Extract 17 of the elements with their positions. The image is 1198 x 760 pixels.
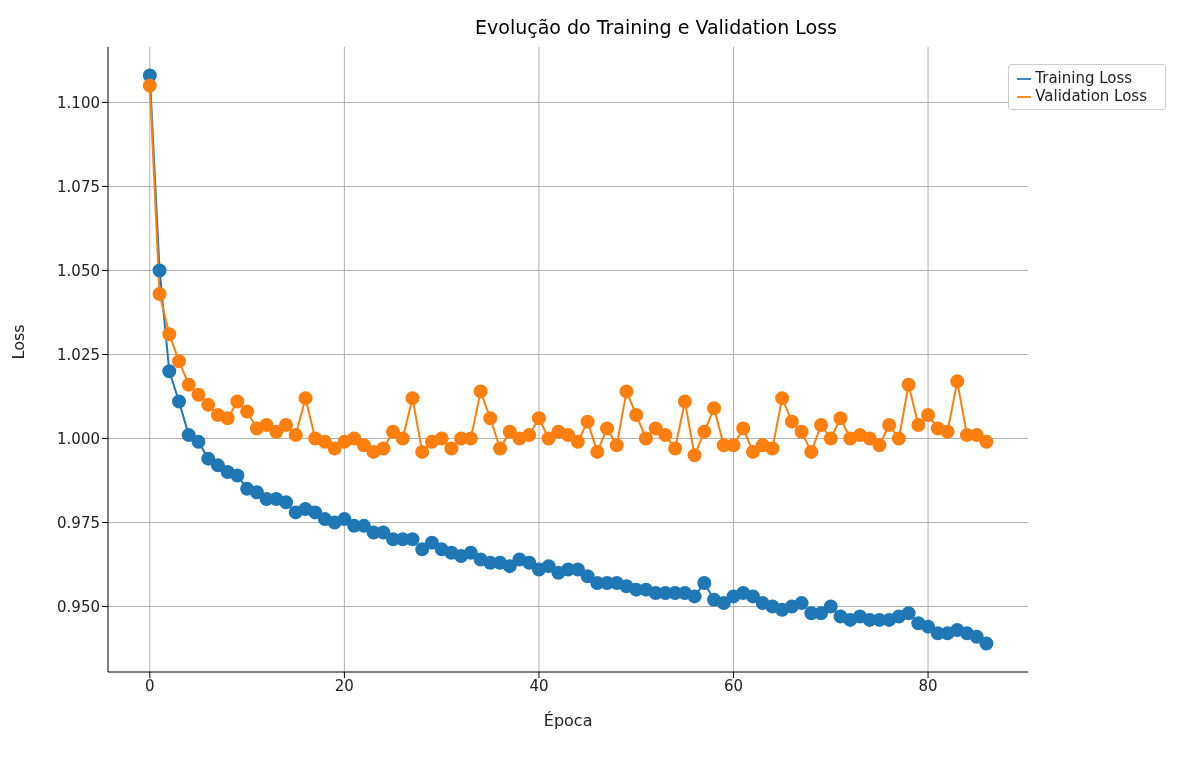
legend-label: Training Loss [1035, 69, 1133, 87]
x-axis-title: Época [543, 711, 593, 730]
x-tick-label: 60 [723, 676, 744, 695]
y-axis-title: Loss [8, 324, 28, 360]
legend-label: Validation Loss [1035, 87, 1147, 105]
chart-title: Evolução do Training e Validation Loss [474, 16, 838, 38]
y-tick-label: 0.975 [57, 513, 100, 532]
x-tick-label: 40 [529, 676, 549, 695]
y-tick-label: 1.050 [57, 261, 100, 280]
y-tick-label: 1.000 [57, 429, 100, 448]
y-tick-label: 1.025 [57, 345, 100, 364]
x-tick-label: 80 [918, 676, 938, 695]
y-tick-label: 1.075 [57, 177, 100, 196]
y-tick-label: 0.950 [57, 597, 100, 616]
y-tick-label: 1.100 [57, 93, 100, 112]
x-tick-label: 0 [145, 676, 155, 695]
x-tick-label: 20 [334, 676, 354, 695]
